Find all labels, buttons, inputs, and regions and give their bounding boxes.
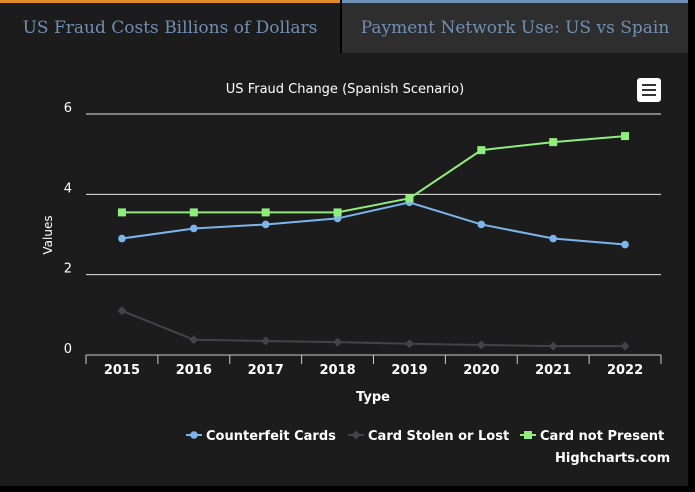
series-line-2: [121, 135, 626, 214]
x-tick-label: 2015: [104, 363, 140, 378]
x-tick-label: 2022: [607, 363, 643, 378]
legend-item[interactable]: Card Stolen or Lost: [348, 429, 509, 444]
data-point-series-1[interactable]: [620, 341, 630, 351]
data-point-series-0[interactable]: [333, 214, 342, 223]
x-axis: 2015 2016 2017 2018 2019 2020 2021 2022: [85, 354, 662, 378]
chart-menu-button[interactable]: [637, 78, 661, 102]
tab-payment-network-use[interactable]: Payment Network Use: US vs Spain: [342, 0, 688, 53]
data-point-series-0[interactable]: [118, 234, 126, 243]
data-point-series-0[interactable]: [621, 240, 629, 249]
x-tick-label: 2017: [248, 363, 284, 378]
series-markers: [117, 132, 630, 351]
data-point-series-2[interactable]: [405, 194, 414, 203]
legend-item[interactable]: Counterfeit Cards: [186, 429, 336, 444]
legend-label: Counterfeit Cards: [206, 429, 336, 444]
legend-marker[interactable]: [351, 430, 361, 440]
x-tick-label: 2020: [463, 363, 499, 378]
data-point-series-2[interactable]: [261, 208, 270, 217]
data-point-series-1[interactable]: [548, 341, 558, 351]
hamburger-menu-icon: [642, 84, 656, 86]
chart-panel: [0, 53, 688, 486]
data-point-series-2[interactable]: [117, 208, 126, 217]
data-point-series-1[interactable]: [189, 335, 199, 345]
y-tick-label: 4: [64, 181, 72, 196]
tab-us-fraud-costs[interactable]: US Fraud Costs Billions of Dollars: [0, 0, 340, 53]
data-point-series-2[interactable]: [333, 208, 342, 217]
highcharts-credit-link[interactable]: Highcharts.com: [555, 451, 671, 466]
data-point-series-1[interactable]: [117, 306, 127, 316]
chart-legend: Counterfeit Cards Card Stolen or Lost Card…: [186, 429, 664, 444]
legend-label: Card not Present: [540, 429, 664, 444]
data-point-series-1[interactable]: [333, 337, 343, 347]
data-point-series-2[interactable]: [621, 132, 630, 141]
data-point-series-2[interactable]: [549, 138, 558, 147]
data-point-series-0[interactable]: [549, 234, 557, 243]
series-lines: [121, 135, 626, 348]
legend-label: Card Stolen or Lost: [368, 429, 509, 444]
y-tick-label: 0: [64, 342, 72, 357]
y-axis-title: Values: [41, 215, 55, 254]
hamburger-menu-icon-line: [642, 94, 656, 96]
data-point-series-1[interactable]: [261, 336, 271, 346]
series-line-0: [121, 201, 626, 246]
hamburger-menu-icon-line: [642, 89, 656, 91]
data-point-series-0[interactable]: [261, 220, 270, 229]
x-tick-label: 2016: [176, 363, 212, 378]
data-point-series-1[interactable]: [476, 340, 486, 350]
data-point-series-2[interactable]: [477, 146, 486, 155]
tab-bar: US Fraud Costs Billions of Dollars Payme…: [0, 0, 695, 53]
data-point-series-0[interactable]: [477, 220, 486, 229]
x-tick-label: 2019: [391, 363, 427, 378]
data-point-series-1[interactable]: [404, 339, 414, 349]
data-point-series-2[interactable]: [189, 208, 198, 217]
series-line-1: [121, 309, 626, 348]
x-axis-title: Type: [356, 390, 390, 405]
chart-title: US Fraud Change (Spanish Scenario): [226, 82, 464, 97]
y-tick-label: 6: [64, 101, 72, 116]
legend-item[interactable]: Card not Present: [520, 429, 664, 444]
legend-marker[interactable]: [190, 431, 198, 439]
y-axis-ticks: 0 2 4 6: [64, 101, 72, 357]
grid-lines: [86, 113, 661, 276]
y-tick-label: 2: [64, 262, 72, 277]
data-point-series-0[interactable]: [190, 224, 198, 233]
x-tick-label: 2018: [319, 363, 355, 378]
x-tick-label: 2021: [535, 363, 571, 378]
legend-marker[interactable]: [524, 431, 532, 439]
